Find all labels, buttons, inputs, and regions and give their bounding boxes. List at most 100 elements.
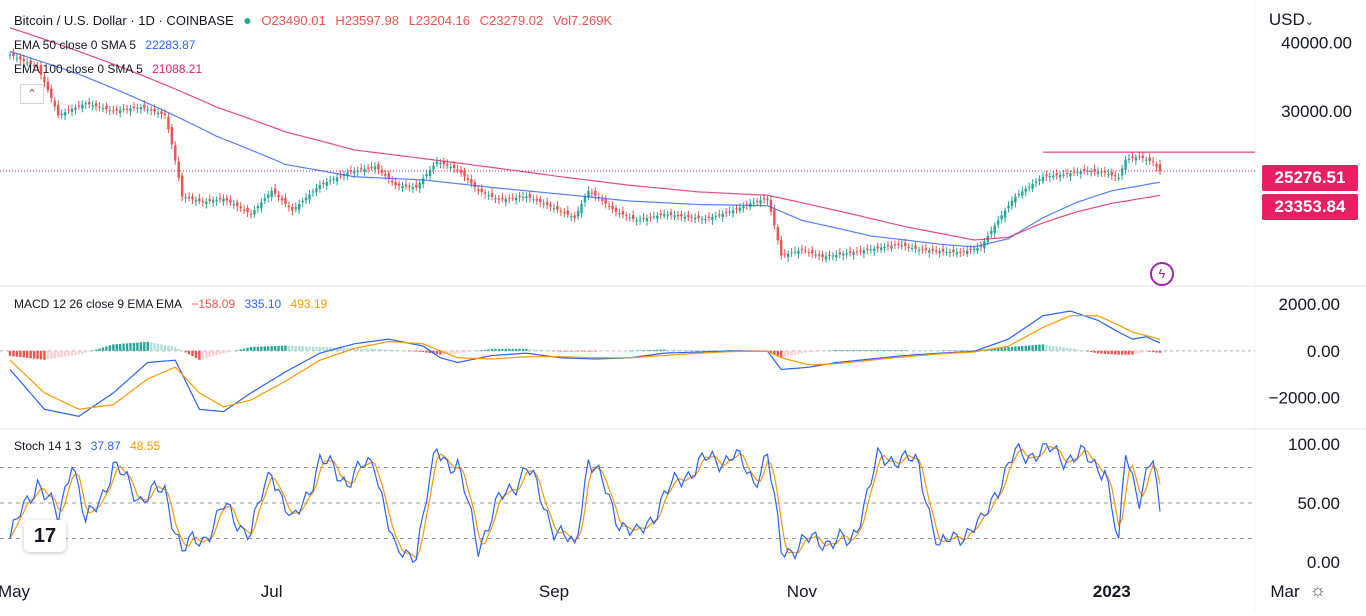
candle-body <box>487 195 490 197</box>
candle-body <box>1145 159 1148 161</box>
macd-tick-label: 2000.00 <box>1279 295 1340 314</box>
macd-histogram-bar <box>256 346 260 351</box>
candle-body <box>456 169 459 171</box>
candle-body <box>1131 156 1134 159</box>
macd-histogram-bar <box>518 348 521 351</box>
candle-body <box>532 199 535 201</box>
macd-histogram-bar <box>876 350 879 351</box>
macd-histogram-bar <box>53 350 56 359</box>
candle-body <box>528 194 532 198</box>
candle-body <box>477 189 480 191</box>
ema100-legend[interactable]: EMA 100 close 0 SMA 5 21088.21 <box>14 62 208 76</box>
macd-histogram-bar <box>1141 350 1144 353</box>
candle-body <box>32 65 36 67</box>
macd-histogram-bar <box>87 350 91 352</box>
macd-histogram-bar <box>318 346 322 351</box>
macd-histogram-bar <box>26 350 29 358</box>
lightning-icon[interactable]: ϟ <box>1150 262 1174 286</box>
macd-histogram-bar <box>680 349 683 351</box>
candle-body <box>277 194 280 198</box>
macd-histogram-bar <box>790 350 793 356</box>
macd-histogram-bar <box>1079 350 1083 351</box>
candle-body <box>852 252 855 255</box>
macd-histogram-bar <box>1127 350 1131 355</box>
candle-body <box>769 200 773 212</box>
macd-histogram-bar <box>907 350 910 351</box>
candle-body <box>1134 157 1138 161</box>
candle-body <box>876 246 879 249</box>
candle-body <box>370 167 373 169</box>
candle-body <box>260 202 263 209</box>
candle-body <box>301 200 304 203</box>
candle-body <box>408 185 411 187</box>
macd-histogram-bar <box>780 350 783 358</box>
macd-histogram-bar <box>46 350 50 360</box>
candle-body <box>77 105 81 107</box>
candle-body <box>353 171 356 174</box>
stoch-tick-label: 50.00 <box>1297 494 1340 513</box>
candle-body <box>39 65 43 75</box>
candle-body <box>793 251 797 253</box>
macd-histogram-bar <box>174 346 177 351</box>
candle-body <box>1007 205 1010 209</box>
candle-body <box>349 170 353 172</box>
symbol-legend[interactable]: Bitcoin / U.S. Dollar · 1D · COINBASE ● … <box>14 12 618 28</box>
macd-histogram-bar <box>1117 350 1120 355</box>
candle-body <box>928 250 931 253</box>
price-tick-label: 30000.00 <box>1281 102 1352 121</box>
candle-body <box>242 209 246 211</box>
macd-histogram-bar <box>614 350 618 352</box>
candle-body <box>253 210 256 215</box>
macd-histogram-bar <box>397 350 401 351</box>
macd-histogram-bar <box>656 349 659 351</box>
macd-histogram-bar <box>690 350 693 351</box>
macd-histogram-bar <box>60 350 63 358</box>
macd-histogram-bar <box>635 350 638 352</box>
candle-body <box>965 250 969 255</box>
candle-body <box>976 247 979 251</box>
candle-body <box>490 192 494 197</box>
candle-body <box>728 211 731 213</box>
candle-body <box>256 206 260 209</box>
candle-body <box>993 225 996 233</box>
candle-body <box>969 249 972 251</box>
candle-body <box>363 168 366 172</box>
candle-body <box>236 202 239 207</box>
candle-body <box>1031 183 1034 189</box>
macd-histogram-bar <box>57 350 60 358</box>
candle-body <box>315 188 318 193</box>
macd-histogram-bar <box>539 349 542 351</box>
candle-body <box>1158 164 1162 172</box>
chevron-down-icon: ⌄ <box>1304 16 1314 28</box>
macd-histogram-bar <box>363 348 366 351</box>
candle-body <box>831 255 835 257</box>
macd-histogram-bar <box>270 346 273 351</box>
macd-legend[interactable]: MACD 12 26 close 9 EMA EMA −158.09 335.1… <box>14 297 333 311</box>
candle-body <box>941 248 945 252</box>
stoch-legend[interactable]: Stoch 14 1 3 37.87 48.55 <box>14 439 166 453</box>
candle-body <box>415 184 418 188</box>
stoch-tick-label: 0.00 <box>1307 553 1340 572</box>
currency-selector[interactable]: USD⌄ <box>1269 10 1314 30</box>
macd-histogram-bar <box>294 346 297 351</box>
macd-line <box>9 310 1161 417</box>
ema50-legend[interactable]: EMA 50 close 0 SMA 5 22283.87 <box>14 38 201 52</box>
macd-histogram-bar <box>883 350 886 351</box>
macd-histogram-bar <box>146 341 149 351</box>
gear-icon[interactable]: ☼ <box>1309 580 1327 600</box>
candle-body <box>573 215 576 218</box>
macd-histogram-bar <box>1114 350 1117 355</box>
tradingview-logo[interactable]: 17 <box>24 520 66 552</box>
macd-histogram-bar <box>8 350 12 356</box>
macd-histogram-bar <box>452 350 456 354</box>
candle-body <box>1014 196 1017 203</box>
collapse-legend-button[interactable]: ⌃ <box>20 84 44 104</box>
macd-histogram-bar <box>421 350 425 353</box>
macd-histogram-bar <box>29 350 32 359</box>
macd-histogram-bar <box>1062 347 1065 351</box>
candle-body <box>87 102 91 105</box>
candle-body <box>194 200 198 202</box>
macd-histogram-bar <box>607 350 611 352</box>
candle-body <box>931 249 934 251</box>
macd-histogram-bar <box>948 350 952 351</box>
